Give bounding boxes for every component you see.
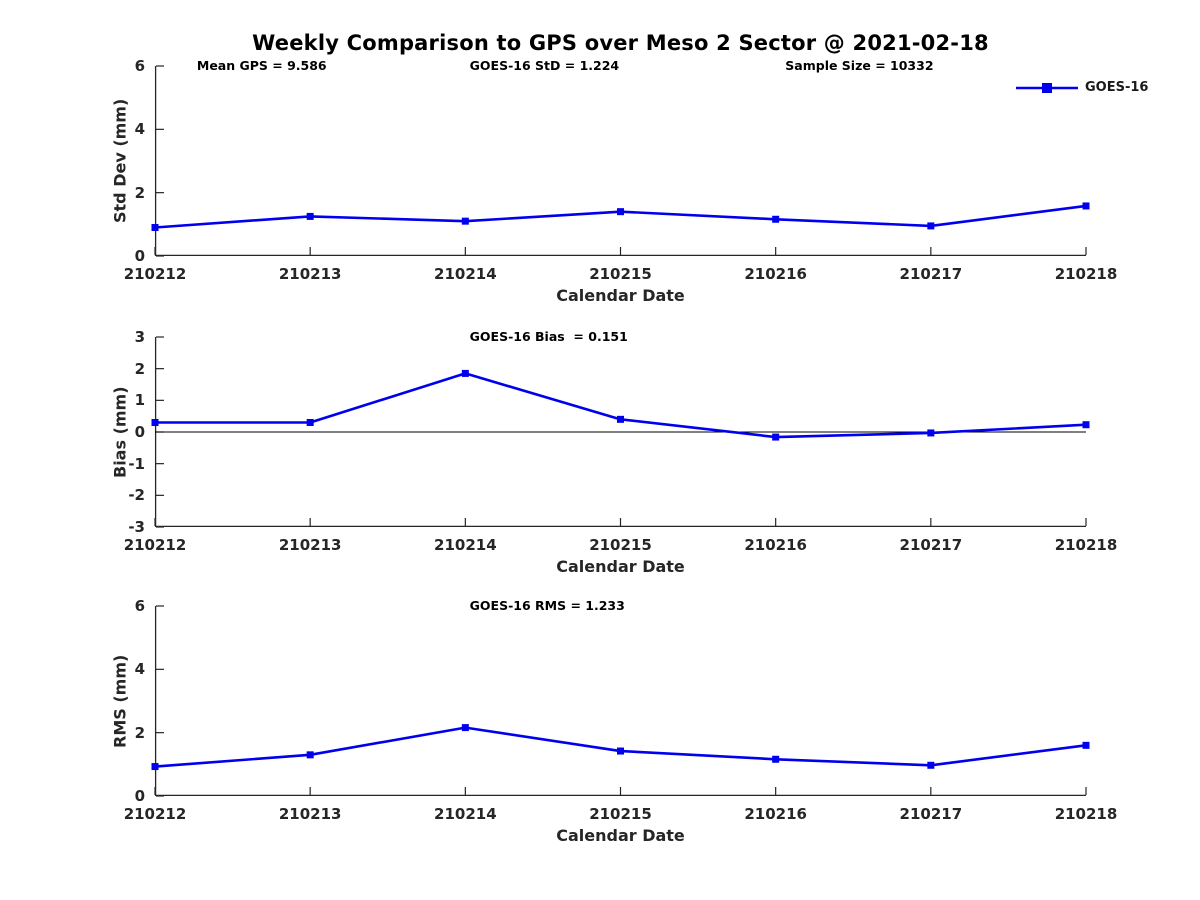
x-tick-label: 210218 <box>1054 265 1118 283</box>
data-marker <box>1082 741 1090 749</box>
annotation: GOES-16 Bias = 0.151 <box>469 329 628 344</box>
x-tick-label: 210212 <box>123 536 187 554</box>
y-axis-title: Std Dev (mm) <box>110 98 130 224</box>
x-tick-label: 210212 <box>123 805 187 823</box>
x-tick-label: 210214 <box>434 536 497 554</box>
x-axis-title: Calendar Date <box>556 826 685 845</box>
y-tick-label: 2 <box>134 359 145 378</box>
x-tick-label: 210212 <box>123 265 187 283</box>
y-tick-label: -1 <box>128 454 145 473</box>
x-tick-label: 210218 <box>1054 805 1118 823</box>
x-tick-label: 210215 <box>589 805 652 823</box>
data-marker <box>1082 202 1090 210</box>
data-marker <box>772 215 780 223</box>
y-tick-label: 3 <box>134 328 145 346</box>
y-tick-label: 6 <box>134 597 145 615</box>
data-line <box>154 726 1087 768</box>
y-axis-title: RMS (mm) <box>110 654 130 748</box>
x-tick-label: 210213 <box>278 265 342 283</box>
plot-rms: 0 2 4 6 210212 210213 210214 210215 210216 210217… <box>111 597 1118 845</box>
y-axis-title: Bias (mm) <box>110 386 130 478</box>
data-marker <box>461 369 469 377</box>
plot-canvas <box>151 605 1090 797</box>
x-tick-label: 210216 <box>744 805 807 823</box>
data-marker <box>461 724 469 732</box>
data-marker <box>927 429 935 437</box>
data-marker <box>617 415 624 423</box>
data-marker <box>306 419 314 426</box>
y-tick-label: -3 <box>128 518 145 536</box>
data-marker <box>151 419 159 426</box>
legend-label: GOES-16 <box>1085 80 1149 95</box>
y-tick-label: 4 <box>134 120 145 139</box>
x-tick-label: 210216 <box>744 265 807 283</box>
x-tick-label: 210215 <box>589 536 652 554</box>
data-marker <box>151 763 159 771</box>
data-marker <box>461 217 469 225</box>
x-tick-label: 210217 <box>899 536 963 554</box>
legend-line-sample <box>1016 82 1078 93</box>
annotation: GOES-16 RMS = 1.233 <box>469 598 625 613</box>
y-tick-label: 0 <box>134 247 145 265</box>
data-marker <box>151 224 159 231</box>
plot-canvas <box>151 65 1090 257</box>
x-tick-label: 210213 <box>278 536 342 554</box>
y-tick-label: 2 <box>134 723 145 742</box>
x-tick-label: 210215 <box>589 265 652 283</box>
x-tick-label: 210216 <box>744 536 807 554</box>
annotation: GOES-16 StD = 1.224 <box>469 58 620 73</box>
x-tick-label: 210213 <box>278 805 342 823</box>
x-tick-label: 210218 <box>1054 536 1118 554</box>
plot-std-dev: 0 2 4 6 210212 210213 210214 210215 210216 210217… <box>111 57 1118 305</box>
data-marker <box>772 433 780 441</box>
y-tick-label: 1 <box>134 391 145 410</box>
x-tick-label: 210214 <box>434 805 497 823</box>
x-tick-label: 210217 <box>899 805 963 823</box>
y-tick-label: 6 <box>134 57 145 75</box>
data-line <box>155 372 1087 439</box>
data-marker <box>927 222 935 230</box>
chart-title: Weekly Comparison to GPS over Meso 2 Sec… <box>252 31 989 55</box>
annotation: Mean GPS = 9.586 <box>196 58 327 73</box>
y-tick-label: -2 <box>128 486 145 505</box>
y-tick-label: 4 <box>134 660 145 679</box>
plot-bias: 3 2 1 0 -1 -2 -3 210212 210213 210214 210215 210216… <box>111 328 1118 576</box>
y-tick-label: 0 <box>134 787 145 805</box>
x-tick-label: 210214 <box>434 265 497 283</box>
data-marker <box>772 755 780 763</box>
y-tick-label: 2 <box>134 183 145 202</box>
y-tick-label: 0 <box>134 423 145 441</box>
legend: GOES-16 <box>1016 80 1148 95</box>
data-marker <box>617 208 624 216</box>
data-marker <box>1082 421 1090 429</box>
data-marker <box>306 212 314 220</box>
x-axis-title: Calendar Date <box>556 557 685 576</box>
data-marker <box>927 761 935 769</box>
data-marker <box>617 747 624 755</box>
data-marker <box>306 751 314 759</box>
x-axis-title: Calendar Date <box>556 286 685 305</box>
x-tick-label: 210217 <box>899 265 963 283</box>
plot-canvas <box>151 336 1090 528</box>
annotation: Sample Size = 10332 <box>785 58 934 73</box>
